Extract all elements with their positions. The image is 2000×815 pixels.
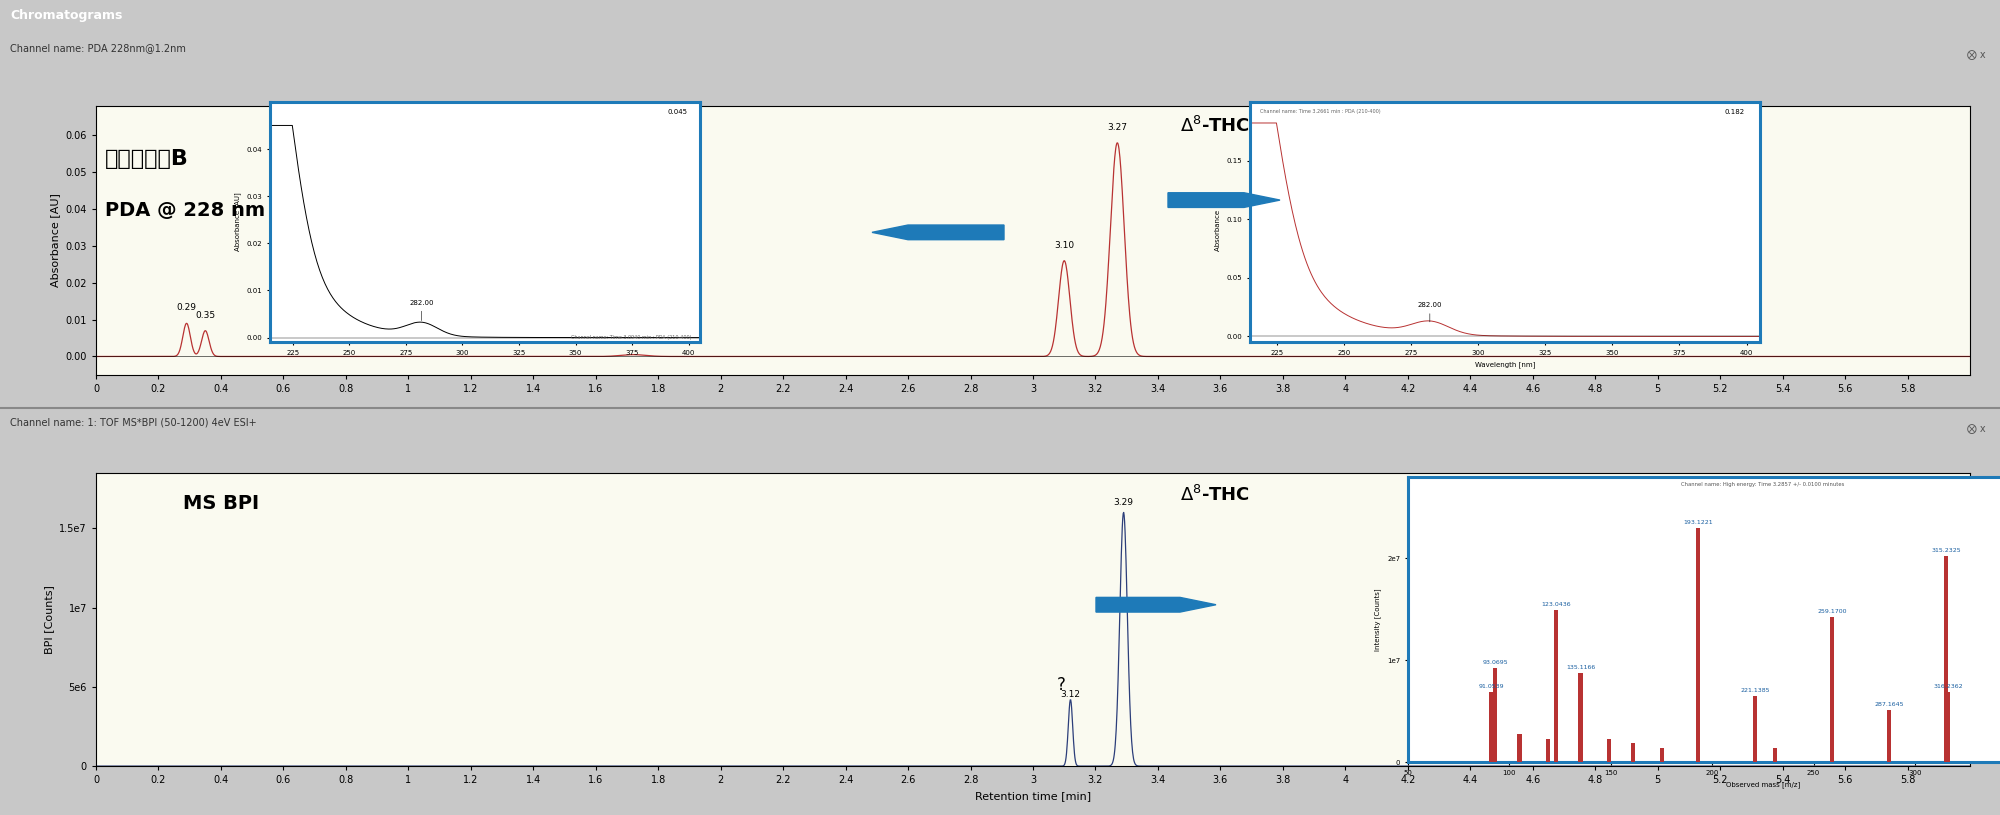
Text: 123.0436: 123.0436	[1542, 601, 1570, 606]
Bar	[1946, 692, 1950, 762]
Text: 0.045: 0.045	[668, 109, 688, 115]
Text: 287.1645: 287.1645	[1874, 703, 1904, 707]
Bar	[1490, 692, 1494, 762]
Bar	[1660, 748, 1664, 762]
Text: 282.00: 282.00	[1418, 302, 1442, 322]
Text: $\Delta^8$-THC: $\Delta^8$-THC	[1180, 116, 1250, 136]
Bar	[1944, 556, 1948, 762]
Y-axis label: Absorbance [AU]: Absorbance [AU]	[234, 192, 242, 252]
Text: Channel name: Time 3.0940 min : PDA (210-400): Channel name: Time 3.0940 min : PDA (210…	[570, 335, 692, 340]
X-axis label: Retention time [min]: Retention time [min]	[974, 791, 1092, 800]
Bar	[1886, 711, 1890, 762]
Bar	[1752, 696, 1756, 762]
Text: 0.182: 0.182	[1724, 109, 1744, 115]
Text: 馏出物样品B: 馏出物样品B	[106, 149, 190, 169]
Text: 282.00: 282.00	[410, 300, 434, 320]
Text: 0.29: 0.29	[176, 303, 196, 312]
Bar	[1774, 748, 1778, 762]
Bar	[1554, 610, 1558, 762]
Text: 316.2362: 316.2362	[1934, 684, 1962, 689]
Bar	[1606, 738, 1610, 762]
Text: $\Delta^8$-THC: $\Delta^8$-THC	[1180, 485, 1250, 505]
Text: 3.12: 3.12	[1060, 690, 1080, 699]
Y-axis label: Absorbance [AU]: Absorbance [AU]	[50, 193, 60, 288]
Text: Channel name: Time 3.2661 min : PDA (210-400): Channel name: Time 3.2661 min : PDA (210…	[1260, 109, 1380, 114]
Y-axis label: BPI [Counts]: BPI [Counts]	[44, 585, 54, 654]
Text: 259.1700: 259.1700	[1818, 609, 1846, 614]
Text: Channel name: PDA 228nm@1.2nm: Channel name: PDA 228nm@1.2nm	[10, 42, 186, 53]
Text: MS BPI: MS BPI	[184, 494, 260, 513]
Text: 3.10: 3.10	[1054, 240, 1074, 249]
Text: 93.0695: 93.0695	[1482, 660, 1508, 665]
Bar	[1494, 668, 1498, 762]
X-axis label: Wavelength [nm]: Wavelength [nm]	[1474, 362, 1536, 368]
Text: 91.0539: 91.0539	[1478, 684, 1504, 689]
Text: 135.1166: 135.1166	[1566, 665, 1596, 670]
Bar	[1632, 743, 1636, 762]
Text: 315.2325: 315.2325	[1932, 548, 1960, 553]
Bar	[1546, 738, 1550, 762]
X-axis label: Observed mass [m/z]: Observed mass [m/z]	[1726, 782, 1800, 788]
Text: 193.1221: 193.1221	[1684, 520, 1712, 525]
Y-axis label: Absorbance [AU]: Absorbance [AU]	[1214, 192, 1222, 252]
Y-axis label: Intensity [Counts]: Intensity [Counts]	[1374, 588, 1382, 650]
Text: 0.35: 0.35	[196, 311, 216, 319]
Text: Chromatograms: Chromatograms	[10, 9, 122, 22]
Text: 221.1385: 221.1385	[1740, 689, 1770, 694]
Text: ⨂ x: ⨂ x	[1968, 424, 1986, 434]
Text: PDA @ 228 nm: PDA @ 228 nm	[106, 201, 266, 221]
Text: ?: ?	[1056, 676, 1066, 694]
Bar	[1830, 617, 1834, 762]
Text: 3.27: 3.27	[1108, 123, 1128, 132]
Bar	[1518, 734, 1522, 762]
Bar	[1696, 528, 1700, 762]
Bar	[1578, 673, 1582, 762]
Text: Channel name: 1: TOF MS*BPI (50-1200) 4eV ESI+: Channel name: 1: TOF MS*BPI (50-1200) 4e…	[10, 418, 256, 428]
Text: ⨂ x: ⨂ x	[1968, 51, 1986, 60]
Text: Channel name: High energy: Time 3.2857 +/- 0.0100 minutes: Channel name: High energy: Time 3.2857 +…	[1682, 482, 1844, 487]
Text: 3.29: 3.29	[1114, 498, 1134, 507]
